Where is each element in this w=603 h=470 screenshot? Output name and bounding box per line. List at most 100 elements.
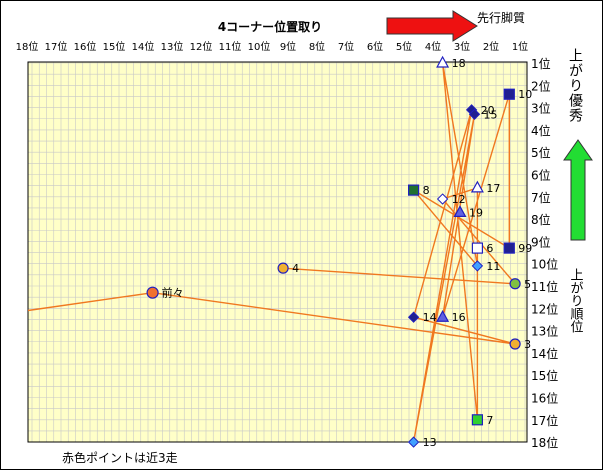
- data-point: 5: [509, 278, 531, 291]
- point-label: 7: [486, 414, 493, 427]
- x-tick-label: 13位: [161, 40, 184, 53]
- x-tick-label: 15位: [103, 40, 126, 53]
- x-tick-label: 1位: [512, 40, 528, 53]
- point-marker: [408, 184, 420, 196]
- point-label: 17: [486, 182, 500, 195]
- x-tick-label: 8位: [309, 40, 325, 53]
- point-marker: [407, 436, 420, 448]
- data-point: 16: [436, 309, 466, 324]
- x-tick-labels: 18位 17位 16位 15位 14位 13位 12位 11位 10位 9位 8位 7位 6位 5位 4位 3…: [16, 40, 529, 53]
- x-tick-label: 4位: [425, 40, 441, 53]
- y-tick-label: 6位: [531, 168, 551, 183]
- y-tick-label: 17位: [531, 413, 558, 428]
- x-tick-label: 12位: [190, 40, 213, 53]
- point-marker: [471, 414, 483, 426]
- red-arrow-icon: [386, 10, 478, 42]
- point-marker: [146, 286, 159, 299]
- point-marker: [407, 311, 420, 323]
- point-marker: [503, 88, 515, 100]
- y-tick-label: 5位: [531, 145, 551, 160]
- data-point: 6: [471, 242, 493, 255]
- y-tick-labels: 1位 2位 3位 4位 5位 6位 7位 8位 9位 10位 11位 12位 13位 14位 15位 16位 1…: [531, 56, 558, 450]
- data-point: 17: [470, 180, 500, 195]
- point-label: 8: [423, 184, 430, 197]
- point-label: 16: [452, 311, 466, 324]
- y-tick-label: 7位: [531, 190, 551, 205]
- chart-title: 4コーナー位置取り: [218, 19, 322, 34]
- x-tick-label: 7位: [338, 40, 354, 53]
- point-label: 4: [292, 262, 299, 275]
- y-tick-label: 2位: [531, 78, 551, 93]
- point-label: 15: [484, 108, 498, 121]
- point-label: 6: [486, 242, 493, 255]
- point-label: 18: [452, 57, 466, 70]
- data-point: 99: [503, 242, 532, 255]
- point-marker: [436, 309, 450, 322]
- y-tick-label: 8位: [531, 212, 551, 227]
- point-marker: [277, 262, 289, 274]
- arrow-label: 先行脚質: [477, 10, 525, 25]
- x-tick-label: 17位: [45, 40, 68, 53]
- x-tick-label: 6位: [367, 40, 383, 53]
- data-point: 4: [277, 262, 299, 275]
- point-label: 20: [481, 104, 495, 117]
- y-tick-label: 11位: [531, 279, 558, 294]
- point-marker: [503, 242, 515, 254]
- point-marker: [509, 278, 521, 290]
- point-label: 99: [518, 242, 532, 255]
- x-tick-label: 11位: [219, 40, 242, 53]
- data-point: 15: [468, 108, 498, 121]
- point-marker: [453, 205, 467, 218]
- y-label-right: 上がり順位: [568, 268, 584, 333]
- data-point: 10: [503, 88, 532, 101]
- x-tick-label: 16位: [74, 40, 97, 53]
- point-label: 19: [469, 206, 483, 219]
- x-tick-label: 5位: [396, 40, 412, 53]
- y-tick-label: 14位: [531, 346, 558, 361]
- point-label: 14: [423, 311, 437, 324]
- point-label: 13: [423, 436, 437, 449]
- data-point: 18: [436, 55, 466, 70]
- x-tick-label: 14位: [132, 40, 155, 53]
- x-tick-label: 3位: [454, 40, 470, 53]
- green-arrow-icon: [563, 139, 593, 241]
- x-tick-label: 2位: [483, 40, 499, 53]
- y-tick-label: 18位: [531, 435, 558, 450]
- footnote: 赤色ポイントは近3走: [62, 451, 178, 465]
- x-tick-label: 9位: [280, 40, 296, 53]
- point-marker: [436, 193, 449, 205]
- data-point: 8: [408, 184, 430, 197]
- point-label: 11: [486, 260, 500, 273]
- point-marker: [471, 242, 483, 254]
- point-label: 10: [518, 88, 532, 101]
- data-point: 前々: [146, 286, 184, 300]
- y-tick-label: 1位: [531, 56, 551, 71]
- data-point: 11: [471, 260, 500, 273]
- point-marker: [470, 180, 484, 193]
- point-marker: [509, 338, 521, 350]
- data-point: 13: [407, 436, 437, 449]
- data-point: 3: [509, 338, 531, 351]
- y-tick-label: 16位: [531, 391, 558, 406]
- x-tick-label: 18位: [16, 40, 39, 53]
- x-tick-label: 10位: [248, 40, 271, 53]
- data-point: 14: [407, 311, 437, 324]
- point-label: 前々: [162, 286, 184, 300]
- y-tick-label: 13位: [531, 324, 558, 339]
- grid: [28, 62, 527, 442]
- y-tick-label: 3位: [531, 101, 551, 116]
- plot-area: [28, 62, 527, 442]
- y-label-top: 上がり優秀: [567, 48, 583, 123]
- point-marker: [471, 260, 484, 272]
- data-point: 7: [471, 414, 493, 427]
- y-tick-label: 12位: [531, 301, 558, 316]
- point-label: 3: [524, 338, 531, 351]
- plot-border: [27, 61, 528, 443]
- data-point: 12: [436, 193, 466, 206]
- point-marker: [436, 55, 450, 68]
- data-point: 19: [453, 205, 483, 219]
- y-tick-label: 10位: [531, 257, 558, 272]
- point-label: 5: [524, 278, 531, 291]
